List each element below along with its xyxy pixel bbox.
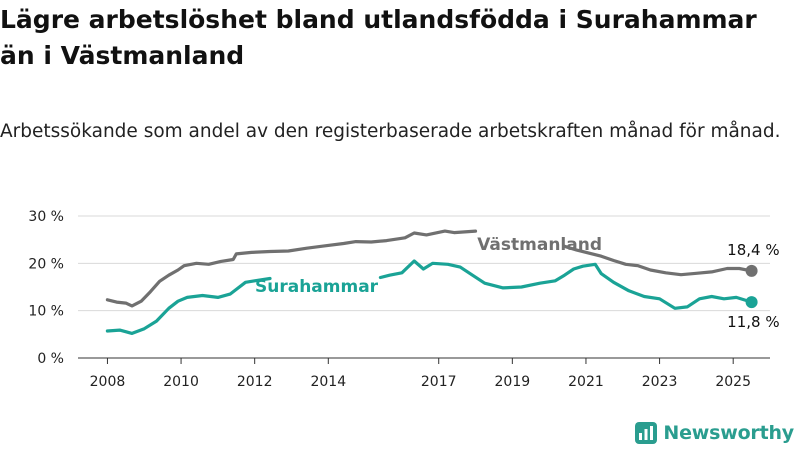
x-tick-label: 2010 bbox=[163, 374, 199, 390]
y-axis-ticks: 0 % 10 % 20 % 30 % bbox=[28, 209, 64, 367]
x-tick-label: 2023 bbox=[642, 374, 678, 390]
x-tick-label: 2014 bbox=[310, 374, 346, 390]
surahammar-end-label: 11,8 % bbox=[727, 313, 779, 331]
series-label-surahammar: Surahammar bbox=[255, 277, 379, 297]
v-stmanland-line-segment-1 bbox=[105, 229, 478, 308]
v-stmanland-end-label: 18,4 % bbox=[727, 241, 779, 259]
x-axis: 2008 2010 2012 2014 2017 2019 2021 2023 2025 bbox=[90, 358, 751, 390]
y-tick-label: 30 % bbox=[28, 209, 64, 225]
brand-name: Newsworthy bbox=[663, 422, 794, 444]
v-stmanland-end-point bbox=[745, 264, 758, 277]
x-tick-label: 2019 bbox=[495, 374, 531, 390]
y-tick-label: 20 % bbox=[28, 256, 64, 272]
x-tick-label: 2017 bbox=[421, 374, 457, 390]
x-tick-label: 2012 bbox=[237, 374, 273, 390]
x-tick-label: 2025 bbox=[715, 374, 751, 390]
chart-title: Lägre arbetslöshet bland utlandsfödda i … bbox=[0, 5, 757, 70]
newsworthy-logo-icon bbox=[635, 422, 658, 444]
x-tick-label: 2021 bbox=[568, 374, 604, 390]
x-tick-label: 2008 bbox=[90, 374, 126, 390]
y-tick-label: 10 % bbox=[28, 304, 64, 320]
series-lines bbox=[105, 229, 758, 335]
surahammar-end-point bbox=[745, 296, 758, 309]
series-label-vastmanland: Västmanland bbox=[477, 235, 602, 255]
y-tick-label: 0 % bbox=[37, 351, 64, 367]
surahammar-line-segment-2 bbox=[378, 259, 754, 310]
series-labels: 18,4 % 11,8 % Västmanland Surahammar bbox=[255, 235, 780, 331]
surahammar-line-segment-1 bbox=[105, 276, 272, 335]
chart-subtitle: Arbetssökande som andel av den registerb… bbox=[0, 121, 781, 142]
line-chart: 0 % 10 % 20 % 30 % 2008 2010 2012 2014 2017 2019… bbox=[28, 209, 780, 390]
gridlines bbox=[78, 215, 770, 359]
v-stmanland-line-segment-2 bbox=[562, 244, 754, 277]
newsworthy-logo: Newsworthy bbox=[635, 420, 794, 446]
